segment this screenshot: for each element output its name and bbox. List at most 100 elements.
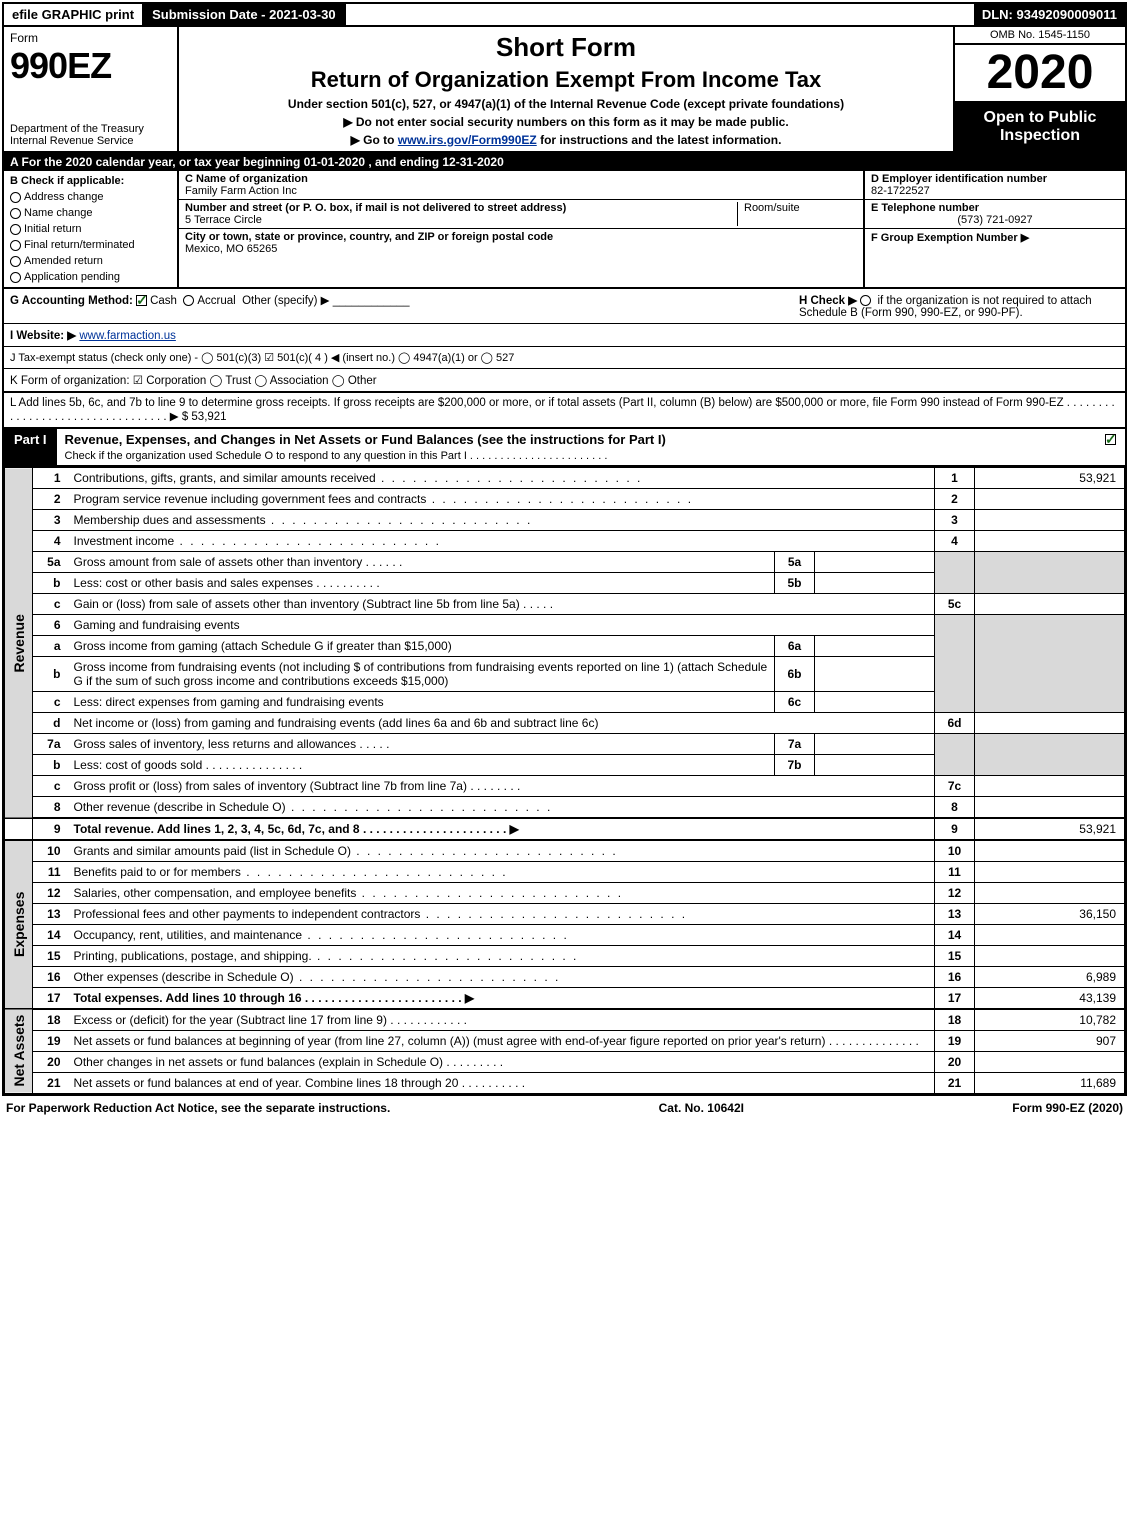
street-row: Number and street (or P. O. box, if mail…: [179, 200, 863, 229]
d6: Gaming and fundraising events: [69, 615, 935, 636]
dept2: Internal Revenue Service: [10, 135, 134, 147]
phone-block: E Telephone number (573) 721-0927: [865, 200, 1125, 229]
d7c: Gross profit or (loss) from sales of inv…: [74, 779, 467, 793]
a15: [975, 946, 1125, 967]
side-rev-end: [5, 818, 33, 840]
dept-treasury: Department of the Treasury Internal Reve…: [10, 123, 171, 147]
group-exemption: F Group Exemption Number ▶: [865, 229, 1125, 246]
d5b: Less: cost or other basis and sales expe…: [74, 576, 313, 590]
d14: Occupancy, rent, utilities, and maintena…: [74, 928, 303, 942]
ln7a: 7a: [33, 734, 69, 755]
subtitle-under: Under section 501(c), 527, or 4947(a)(1)…: [187, 97, 945, 111]
entity-block: B Check if applicable: Address change Na…: [4, 171, 1125, 289]
sh7: [935, 734, 975, 776]
d3: Membership dues and assessments: [74, 513, 266, 527]
part1-checkbox[interactable]: [1099, 429, 1125, 465]
col-b: B Check if applicable: Address change Na…: [4, 171, 179, 287]
d11: Benefits paid to or for members: [74, 865, 241, 879]
l-amt: $ 53,921: [182, 411, 227, 423]
ln7c: c: [33, 776, 69, 797]
cb-name-change[interactable]: Name change: [10, 207, 171, 219]
a12: [975, 883, 1125, 904]
d19: Net assets or fund balances at beginning…: [74, 1034, 826, 1048]
d12: Salaries, other compensation, and employ…: [74, 886, 357, 900]
l-text: L Add lines 5b, 6c, and 7b to line 9 to …: [10, 397, 1115, 423]
row-gh: G Accounting Method: Cash Accrual Other …: [4, 289, 1125, 324]
d7a: Gross sales of inventory, less returns a…: [74, 737, 357, 751]
g-label: G Accounting Method:: [10, 295, 133, 307]
notice-goto: ▶ Go to www.irs.gov/Form990EZ for instru…: [187, 133, 945, 147]
d6c: Less: direct expenses from gaming and fu…: [69, 692, 775, 713]
city-val: Mexico, MO 65265: [185, 243, 277, 255]
org-name: Family Farm Action Inc: [185, 185, 297, 197]
part1-header: Part I Revenue, Expenses, and Changes in…: [4, 427, 1125, 467]
sh5: [935, 552, 975, 594]
ln4: 4: [33, 531, 69, 552]
form-container: efile GRAPHIC print Submission Date - 20…: [2, 2, 1127, 1096]
d6d: Net income or (loss) from gaming and fun…: [69, 713, 935, 734]
footer-left: For Paperwork Reduction Act Notice, see …: [6, 1101, 390, 1115]
d18: Excess or (deficit) for the year (Subtra…: [74, 1013, 387, 1027]
sa6: [975, 615, 1125, 713]
dln: DLN: 93492090009011: [974, 4, 1125, 25]
phone-val: (573) 721-0927: [871, 214, 1119, 226]
d9: Total revenue. Add lines 1, 2, 3, 4, 5c,…: [74, 822, 519, 836]
a1: 53,921: [975, 468, 1125, 489]
side-netassets: Net Assets: [5, 1009, 33, 1094]
d13: Professional fees and other payments to …: [74, 907, 421, 921]
ln6d: d: [33, 713, 69, 734]
efile-print[interactable]: efile GRAPHIC print: [4, 4, 144, 25]
ia6c: [815, 692, 935, 713]
website-link[interactable]: www.farmaction.us: [79, 330, 176, 342]
ln13: 13: [33, 904, 69, 925]
cb-amended-return[interactable]: Amended return: [10, 255, 171, 267]
street-label: Number and street (or P. O. box, if mail…: [185, 202, 566, 214]
header-left: Form 990EZ Department of the Treasury In…: [4, 27, 179, 151]
a3: [975, 510, 1125, 531]
sa5: [975, 552, 1125, 594]
part1-tab: Part I: [4, 429, 57, 465]
footer-right: Form 990-EZ (2020): [1012, 1101, 1123, 1115]
b7c: 7c: [935, 776, 975, 797]
cb-address-change[interactable]: Address change: [10, 191, 171, 203]
accounting-method: G Accounting Method: Cash Accrual Other …: [10, 293, 789, 307]
header-center: Short Form Return of Organization Exempt…: [179, 27, 955, 151]
form-label: Form: [10, 31, 171, 45]
col-def: D Employer identification number 82-1722…: [865, 171, 1125, 287]
d6b: Gross income from fundraising events (no…: [69, 657, 775, 692]
b11: 11: [935, 862, 975, 883]
cb-final-return[interactable]: Final return/terminated: [10, 239, 171, 251]
cb-initial-return[interactable]: Initial return: [10, 223, 171, 235]
i-label: I Website: ▶: [10, 330, 76, 342]
cb-application-pending[interactable]: Application pending: [10, 271, 171, 283]
b17: 17: [935, 988, 975, 1010]
a10: [975, 840, 1125, 862]
a5c: [975, 594, 1125, 615]
irs-link[interactable]: www.irs.gov/Form990EZ: [398, 133, 537, 147]
ln5c: c: [33, 594, 69, 615]
a9: 53,921: [975, 818, 1125, 840]
d20: Other changes in net assets or fund bala…: [74, 1055, 444, 1069]
row-a-period: A For the 2020 calendar year, or tax yea…: [4, 153, 1125, 171]
cb-accrual[interactable]: [183, 295, 194, 306]
b6d: 6d: [935, 713, 975, 734]
ein-block: D Employer identification number 82-1722…: [865, 171, 1125, 200]
goto-pre: ▶ Go to: [351, 133, 398, 147]
ln12: 12: [33, 883, 69, 904]
c-label: C Name of organization: [185, 173, 308, 185]
ln16: 16: [33, 967, 69, 988]
ib7a: 7a: [775, 734, 815, 755]
a20: [975, 1052, 1125, 1073]
a2: [975, 489, 1125, 510]
form-header: Form 990EZ Department of the Treasury In…: [4, 27, 1125, 153]
page-footer: For Paperwork Reduction Act Notice, see …: [0, 1098, 1129, 1118]
ln6a: a: [33, 636, 69, 657]
b10: 10: [935, 840, 975, 862]
cb-h[interactable]: [860, 295, 871, 306]
ln6: 6: [33, 615, 69, 636]
cb-cash[interactable]: [136, 295, 147, 306]
row-j: J Tax-exempt status (check only one) - ◯…: [4, 347, 1125, 369]
a11: [975, 862, 1125, 883]
ln6b: b: [33, 657, 69, 692]
header-right: OMB No. 1545-1150 2020 Open to Public In…: [955, 27, 1125, 151]
